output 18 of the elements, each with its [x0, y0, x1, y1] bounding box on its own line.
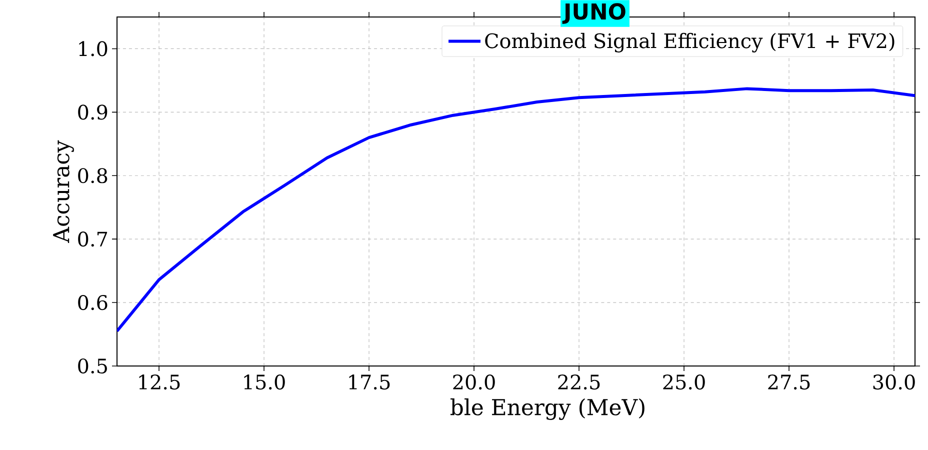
x-tick-label: 17.5: [349, 374, 390, 390]
y-tick-label: 0.6: [78, 295, 108, 310]
y-tick-label: 0.5: [78, 358, 107, 374]
y-tick-label: 0.9: [78, 104, 108, 120]
x-tick-label: 20.0: [453, 374, 495, 390]
x-tick-label: 30.0: [873, 374, 915, 390]
x-axis-title: ble Energy (MeV): [450, 398, 644, 420]
x-tick-label: 22.5: [558, 374, 600, 390]
y-tick-label: 0.8: [78, 168, 108, 184]
y-tick-label: 1.0: [79, 41, 108, 56]
legend-label: Combined Signal Efficiency (FV1 + FV2): [485, 32, 894, 52]
y-tick-label: 0.7: [78, 232, 108, 247]
y-axis-title: Accuracy: [53, 140, 74, 243]
x-tick-label: 12.5: [139, 374, 180, 390]
x-tick-label: 25.0: [663, 374, 705, 390]
x-tick-label: 27.5: [768, 374, 810, 390]
x-tick-label: 15.0: [244, 374, 285, 390]
annotation: JUNO: [562, 3, 626, 24]
